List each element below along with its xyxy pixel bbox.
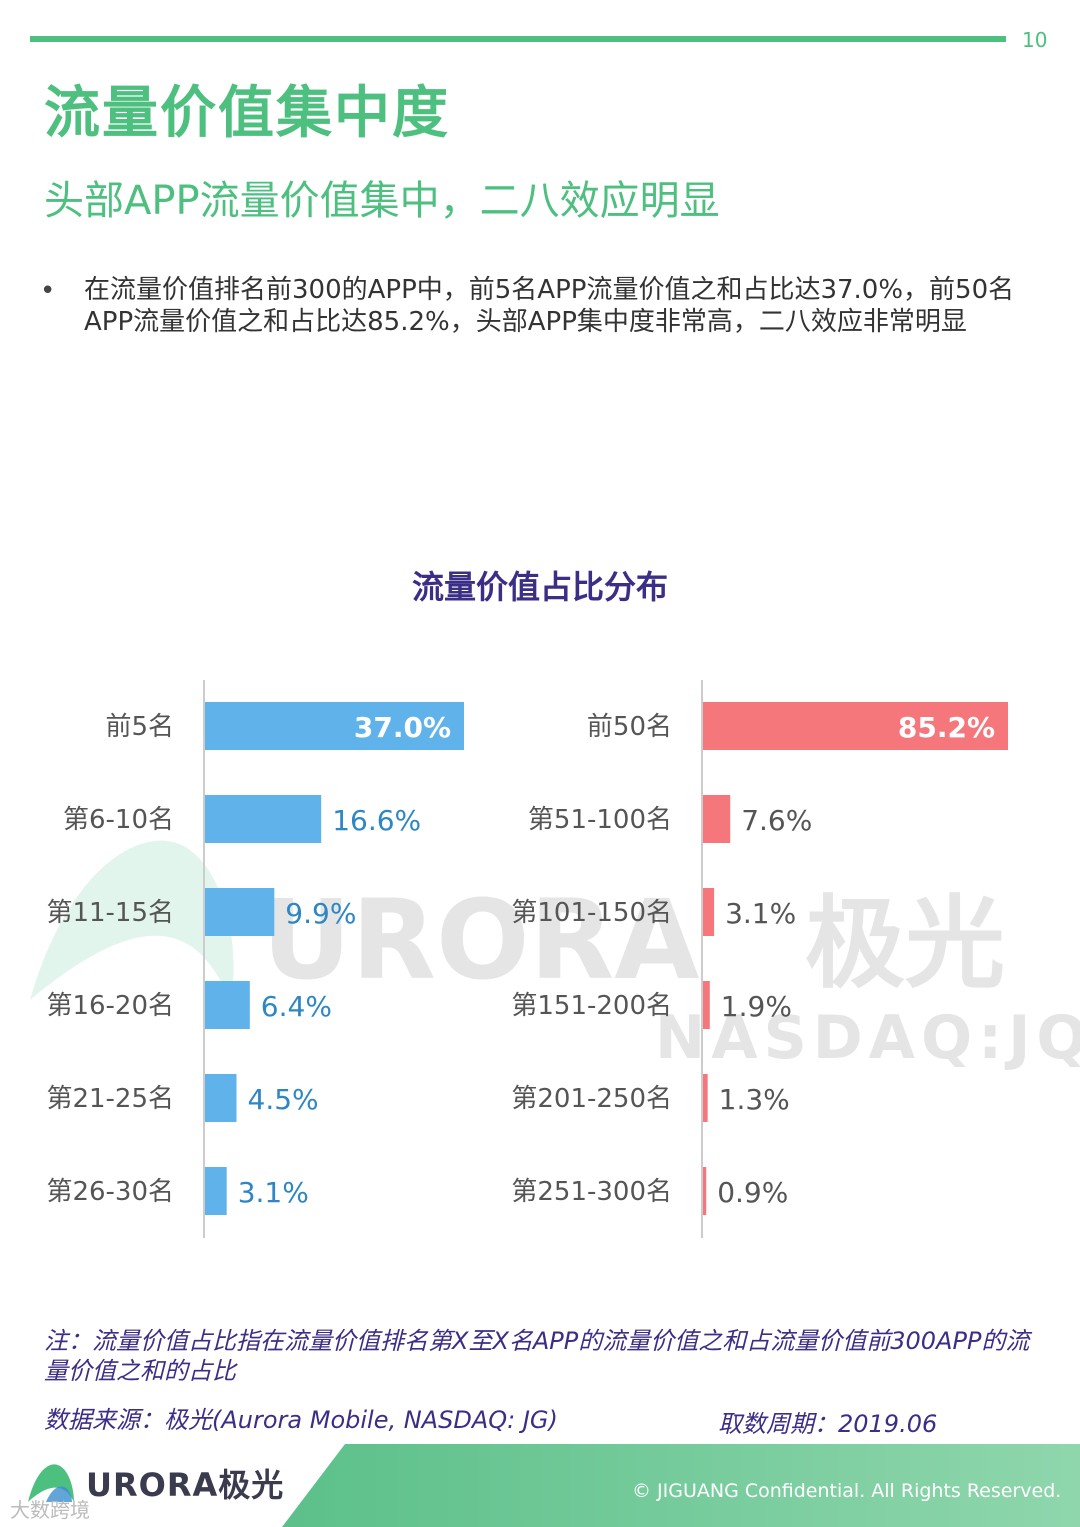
bar-charts: URORA NASDAQ:JQ 极光 前5名 37.0% 第6-10名 16.6% 第1… [30, 680, 1080, 1238]
top-rule [30, 36, 1006, 42]
data-source: 数据来源：极光(Aurora Mobile, NASDAQ: JG) [44, 1406, 558, 1434]
data-label: 0.9% [717, 1176, 788, 1209]
footer-brand: URORA极光 [86, 1466, 285, 1504]
category-label: 前50名 [587, 712, 672, 742]
bar [205, 1074, 237, 1122]
bullet-text: 在流量价值排名前300的APP中，前5名APP流量价值之和占比达37.0%，前5… [84, 275, 1015, 337]
category-label: 第21-25名 [46, 1084, 174, 1114]
watermark-brand-cn: 极光 [805, 885, 1005, 1002]
page-title: 流量价值集中度 [44, 81, 450, 146]
category-label: 第101-150名 [511, 898, 672, 928]
watermark: URORA NASDAQ:JQ 极光 [30, 840, 1080, 1073]
data-label: 1.3% [719, 1083, 790, 1116]
category-label: 第16-20名 [46, 991, 174, 1021]
bullet-marker: • [40, 276, 56, 306]
watermark-logo-shape [30, 840, 234, 1000]
bar [205, 1167, 227, 1215]
right-bar-chart: 前50名 85.2% 第51-100名 7.6% 第101-150名 3.1% 第151-2… [511, 680, 1009, 1238]
watermark-sub-text: NASDAQ:JQ [655, 1003, 1080, 1073]
data-label: 16.6% [332, 804, 421, 837]
watermark-main-text: URORA [262, 876, 699, 1004]
data-label: 9.9% [285, 897, 356, 930]
data-label: 1.9% [721, 990, 792, 1023]
category-label: 第51-100名 [528, 805, 672, 835]
category-label: 第151-200名 [511, 991, 672, 1021]
left-bar-chart: 前5名 37.0% 第6-10名 16.6% 第11-15名 9.9% 第16-20名 6.4… [46, 680, 464, 1238]
data-label: 85.2% [898, 711, 995, 744]
data-label: 3.1% [725, 897, 796, 930]
category-label: 第251-300名 [511, 1177, 672, 1207]
page-number: 10 [1022, 28, 1048, 52]
data-label: 6.4% [261, 990, 332, 1023]
bar [205, 888, 275, 936]
category-label: 第6-10名 [63, 805, 174, 835]
aurora-logo-icon [28, 1464, 74, 1502]
data-label: 37.0% [354, 711, 451, 744]
bar [703, 795, 731, 843]
bar [205, 981, 250, 1029]
category-label: 第201-250名 [511, 1084, 672, 1114]
data-period: 取数周期：2019.06 [718, 1410, 938, 1438]
data-label: 4.5% [248, 1083, 319, 1116]
bar [205, 795, 322, 843]
data-label: 3.1% [238, 1176, 309, 1209]
bar [703, 888, 715, 936]
category-label: 前5名 [105, 712, 174, 742]
bar [703, 1167, 707, 1215]
corner-watermark: 大数跨境 [10, 1498, 90, 1522]
bar [703, 981, 710, 1029]
bar [703, 702, 1009, 750]
page-subtitle: 头部APP流量价值集中，二八效应明显 [44, 178, 720, 224]
bar [205, 702, 464, 750]
chart-title: 流量价值占比分布 [411, 568, 668, 606]
copyright: © JIGUANG Confidential. All Rights Reser… [632, 1480, 1062, 1502]
footer-green-band [282, 1444, 1080, 1527]
bar [703, 1074, 708, 1122]
category-label: 第26-30名 [46, 1177, 174, 1207]
category-label: 第11-15名 [46, 898, 174, 928]
footnote: 注：流量价值占比指在流量价值排名第X至X名APP的流量价值之和占流量价值前300… [44, 1327, 1030, 1385]
footer-band [282, 1444, 1080, 1527]
data-label: 7.6% [741, 804, 812, 837]
